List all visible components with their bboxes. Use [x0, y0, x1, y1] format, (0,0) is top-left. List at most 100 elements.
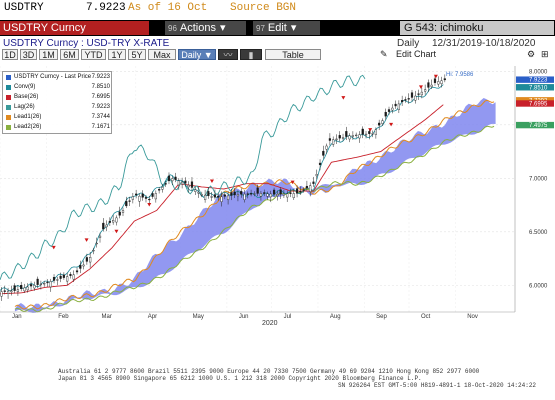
- legend-item-lead2[interactable]: Lead2(26) 7.1671: [6, 124, 110, 132]
- line-chart-icon[interactable]: 〰: [218, 49, 238, 60]
- chart-toolbar: 1D 3D 1M 6M YTD 1Y 5Y Max Daily ▼ 〰 ▮ Ta…: [0, 49, 555, 60]
- candle-body: [98, 235, 102, 238]
- axis-value-badge-label: 7.8510: [529, 85, 548, 91]
- candle-body: [391, 107, 394, 111]
- candle-body: [89, 257, 92, 263]
- candle-body: [220, 196, 223, 202]
- chart-legend[interactable]: USDTRY Curncy - Last Price 7.9223 Conv(9…: [2, 71, 112, 134]
- candle-body: [33, 285, 36, 289]
- candle-body: [256, 187, 259, 194]
- candle-body: [39, 283, 43, 285]
- legend-name: Lead1(26): [14, 114, 42, 120]
- candle-body: [23, 287, 26, 292]
- edit-menu[interactable]: 97 Edit ▾: [253, 21, 320, 35]
- x-tick-label: Aug: [330, 314, 341, 320]
- candle-body: [443, 78, 446, 81]
- candle-body: [95, 242, 98, 245]
- legend-item-base[interactable]: Base(26) 7.6995: [6, 94, 110, 102]
- candle-body: [374, 129, 377, 135]
- signal-marker: [368, 128, 373, 132]
- x-tick-label: Jun: [239, 314, 249, 320]
- candle-body: [167, 175, 171, 182]
- chart-subheader: USDTRY Curncy : USD-TRY X-RATE Daily 12/…: [0, 38, 555, 49]
- high-label: Hi: 7.9586: [446, 72, 474, 78]
- range-max-button[interactable]: Max: [148, 49, 176, 60]
- candle-body: [371, 133, 374, 135]
- legend-value: 7.1671: [91, 124, 110, 130]
- legend-item-lag[interactable]: Lag(26) 7.9223: [6, 104, 110, 112]
- candle-body: [125, 201, 128, 207]
- candle-body: [158, 189, 161, 191]
- x-tick-label: Feb: [58, 314, 69, 320]
- axis-value-badge: [516, 84, 554, 91]
- legend-name: Lead2(26): [14, 124, 42, 130]
- candle-body: [299, 191, 302, 193]
- candle-body: [115, 217, 118, 223]
- range-3d-button[interactable]: 3D: [20, 49, 37, 60]
- candle-body: [10, 290, 13, 293]
- range-5y-button[interactable]: 5Y: [128, 49, 146, 60]
- axis-value-badge-label: 7.9223: [529, 78, 548, 84]
- candle-body: [161, 186, 164, 190]
- bar-chart-icon[interactable]: ▮: [240, 49, 262, 60]
- candle-body: [437, 81, 440, 85]
- candle-body: [414, 95, 417, 101]
- candle-body: [338, 135, 341, 139]
- range-6m-button[interactable]: 6M: [60, 49, 79, 60]
- candle-body: [128, 200, 131, 202]
- legend-item-last-price[interactable]: USDTRY Curncy - Last Price 7.9223: [6, 74, 110, 82]
- candle-body: [49, 281, 52, 288]
- candle-body: [253, 193, 256, 195]
- candle-body: [305, 185, 309, 189]
- frequency-label: Daily: [181, 50, 202, 60]
- settings-icon[interactable]: ⚙: [527, 49, 536, 59]
- pencil-icon[interactable]: ✎: [380, 49, 388, 59]
- legend-name: Lag(26): [14, 104, 35, 110]
- candle-body: [154, 193, 157, 200]
- candle-body: [240, 191, 243, 195]
- chart-date-range[interactable]: 12/31/2019-10/18/2020: [432, 38, 536, 49]
- range-1d-button[interactable]: 1D: [2, 49, 18, 60]
- candle-body: [276, 194, 279, 197]
- candle-body: [345, 131, 348, 137]
- legend-item-conv[interactable]: Conv(9) 7.8510: [6, 84, 110, 92]
- candle-body: [263, 192, 266, 194]
- legend-value: 7.8510: [91, 84, 110, 90]
- security-field[interactable]: USDTRY Curncy: [0, 21, 149, 35]
- grid: [0, 66, 515, 312]
- candle-body: [401, 100, 404, 103]
- range-1y-button[interactable]: 1Y: [108, 49, 126, 60]
- signal-marker: [114, 229, 119, 234]
- x-tick-label: Apr: [148, 314, 157, 320]
- candle-body: [249, 193, 253, 195]
- range-1m-button[interactable]: 1M: [39, 49, 58, 60]
- legend-value: 7.9223: [91, 74, 110, 80]
- candle-body: [430, 84, 433, 87]
- candle-body: [174, 176, 177, 180]
- quote-line: USDTRY 7.9223 As of 16 Oct Source BGN: [0, 0, 555, 17]
- candle-body: [36, 278, 39, 285]
- candle-body: [230, 192, 233, 196]
- edit-chart-button[interactable]: Edit Chart: [396, 49, 437, 59]
- candle-body: [69, 274, 72, 276]
- candle-body: [292, 193, 295, 198]
- range-ytd-button[interactable]: YTD: [81, 49, 106, 60]
- quote-source: Source BGN: [230, 2, 297, 14]
- frequency-dropdown[interactable]: Daily ▼: [178, 49, 216, 60]
- actions-menu[interactable]: 96 Actions ▾: [165, 21, 246, 35]
- signal-markers: [51, 74, 438, 250]
- actions-label: Actions: [179, 22, 216, 34]
- price-candles: [0, 74, 446, 301]
- candle-body: [368, 131, 371, 134]
- candle-body: [92, 249, 95, 252]
- x-tick-label: Oct: [421, 314, 431, 320]
- expand-icon[interactable]: ⊞: [541, 49, 549, 59]
- year-label: 2020: [262, 320, 278, 327]
- legend-item-lead1[interactable]: Lead1(26) 7.3744: [6, 114, 110, 122]
- candle-body: [381, 120, 384, 124]
- legend-value: 7.9223: [91, 104, 110, 110]
- signal-marker: [341, 96, 346, 100]
- candle-body: [177, 180, 180, 186]
- candle-body: [56, 279, 59, 281]
- table-button[interactable]: Table: [265, 49, 321, 60]
